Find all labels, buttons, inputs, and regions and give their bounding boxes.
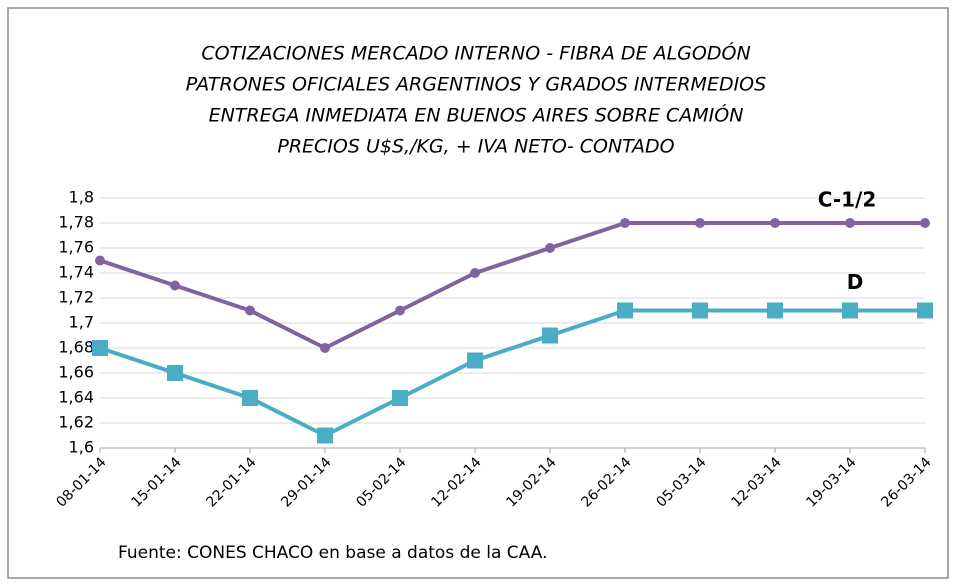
series-line bbox=[99, 308, 925, 438]
series-line bbox=[99, 221, 925, 350]
series-label: C-1/2 bbox=[818, 188, 877, 212]
marker bbox=[170, 280, 180, 291]
marker bbox=[392, 390, 408, 406]
marker bbox=[692, 302, 708, 319]
series-label: D bbox=[847, 270, 864, 294]
marker bbox=[242, 390, 258, 406]
marker bbox=[545, 243, 555, 253]
marker bbox=[695, 218, 705, 228]
y-tick-label: 1,68 bbox=[58, 338, 94, 357]
marker bbox=[92, 340, 108, 356]
marker bbox=[917, 302, 933, 319]
y-tick-label: 1,6 bbox=[69, 438, 94, 457]
chart-frame bbox=[7, 7, 949, 579]
marker bbox=[617, 302, 633, 319]
marker bbox=[395, 305, 405, 316]
y-tick-label: 1,7 bbox=[69, 313, 94, 332]
y-tick-label: 1,78 bbox=[58, 213, 94, 232]
marker bbox=[920, 218, 930, 228]
chart-title: ENTREGA INMEDIATA EN BUENOS AIRES SOBRE … bbox=[209, 103, 744, 127]
chart-title: PATRONES OFICIALES ARGENTINOS Y GRADOS I… bbox=[186, 74, 766, 96]
source-note: Fuente: CONES CHACO en base a datos de l… bbox=[118, 543, 547, 563]
chart-title: PRECIOS U$S,/KG, + IVA NETO- CONTADO bbox=[277, 136, 674, 158]
marker bbox=[470, 268, 480, 278]
y-tick-label: 1,62 bbox=[58, 413, 94, 432]
marker bbox=[542, 327, 558, 344]
y-tick-label: 1,76 bbox=[58, 238, 94, 257]
marker bbox=[467, 352, 483, 369]
marker bbox=[95, 255, 105, 266]
marker bbox=[767, 302, 783, 319]
marker bbox=[317, 427, 333, 444]
y-tick-label: 1,74 bbox=[58, 263, 94, 282]
marker bbox=[842, 302, 858, 319]
y-tick-label: 1,72 bbox=[58, 288, 94, 307]
marker bbox=[845, 218, 855, 228]
y-tick-label: 1,66 bbox=[58, 363, 94, 382]
y-tick-label: 1,64 bbox=[58, 388, 94, 407]
y-tick-label: 1,8 bbox=[69, 188, 94, 207]
chart-title: COTIZACIONES MERCADO INTERNO - FIBRA DE … bbox=[201, 41, 750, 65]
marker bbox=[245, 305, 255, 316]
marker bbox=[770, 218, 780, 228]
marker bbox=[167, 365, 183, 381]
marker bbox=[620, 218, 630, 228]
marker bbox=[320, 343, 330, 353]
